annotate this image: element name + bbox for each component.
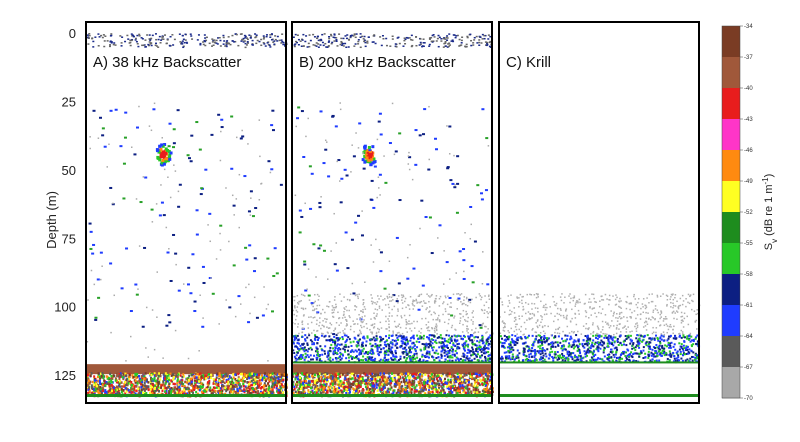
panel-bottom-line xyxy=(292,394,492,397)
colorbar-tick-label: -37 xyxy=(744,55,753,61)
colorbar-label: Sv (dB re 1 m-1) xyxy=(761,174,779,251)
echogram-panels: A) 38 kHz Backscatter B) 200 kHz Backscat… xyxy=(85,21,701,404)
colorbar-swatch xyxy=(722,336,740,368)
y-tick-label: 0 xyxy=(69,26,76,41)
panel-frame xyxy=(498,21,700,404)
panel-bottom-line xyxy=(499,394,699,397)
colorbar-tick-label: -49 xyxy=(744,179,753,185)
colorbar-swatch xyxy=(722,88,740,120)
y-axis-label: Depth (m) xyxy=(44,191,59,249)
feature-sparse-targets xyxy=(294,102,494,360)
feature-sparse-targets xyxy=(86,102,283,362)
feature-krill-layer xyxy=(499,293,701,364)
colorbar-tick-label: -52 xyxy=(744,210,753,216)
feature-fish-school xyxy=(155,143,173,166)
colorbar-tick-label: -64 xyxy=(744,334,753,340)
y-tick-label: 25 xyxy=(62,94,76,109)
y-tick-label: 50 xyxy=(62,163,76,178)
feature-surface-noise xyxy=(86,33,288,49)
colorbar: -34 -37 -40 -43 -46 -49 -52 -55 -58 -61 -64 -67 -70 xyxy=(721,24,753,402)
colorbar-swatch xyxy=(722,26,740,58)
colorbar-swatch xyxy=(722,119,740,151)
colorbar-tick-label: -61 xyxy=(744,303,753,309)
colorbar-swatch xyxy=(722,150,740,182)
echogram-panel: A) 38 kHz Backscatter xyxy=(85,21,288,404)
echogram-panel: C) Krill xyxy=(498,21,701,404)
panel-frame xyxy=(291,21,493,404)
feature-seabed-echo xyxy=(292,364,494,398)
colorbar-tick-label: -67 xyxy=(744,365,753,371)
colorbar-swatch xyxy=(722,243,740,275)
y-axis-ticks: 0 25 50 75 100 125 xyxy=(54,26,76,383)
colorbar-tick-label: -46 xyxy=(744,148,753,154)
colorbar-tick-label: -43 xyxy=(744,117,753,123)
y-tick-label: 125 xyxy=(54,368,76,383)
colorbar-tick-label: -34 xyxy=(744,24,753,30)
panel-bottom-line xyxy=(86,394,286,397)
feature-fish-school xyxy=(361,144,377,167)
panel-frame xyxy=(85,21,287,404)
feature-surface-noise xyxy=(292,33,494,49)
colorbar-swatch xyxy=(722,305,740,337)
y-tick-label: 100 xyxy=(54,300,76,315)
panel-title: A) 38 kHz Backscatter xyxy=(93,54,241,71)
panel-title: B) 200 kHz Backscatter xyxy=(299,54,456,71)
colorbar-tick-label: -70 xyxy=(744,396,753,402)
panel-title: C) Krill xyxy=(506,54,551,71)
colorbar-swatch xyxy=(722,212,740,244)
colorbar-swatch xyxy=(722,367,740,399)
colorbar-tick-label: -58 xyxy=(744,272,753,278)
colorbar-swatch xyxy=(722,57,740,89)
colorbar-swatch xyxy=(722,181,740,213)
feature-krill-layer xyxy=(292,293,494,364)
y-tick-label: 75 xyxy=(62,231,76,246)
colorbar-tick-label: -40 xyxy=(744,86,753,92)
colorbar-swatch xyxy=(722,274,740,306)
echogram-panel: B) 200 kHz Backscatter xyxy=(291,21,494,404)
colorbar-tick-label: -55 xyxy=(744,241,753,247)
